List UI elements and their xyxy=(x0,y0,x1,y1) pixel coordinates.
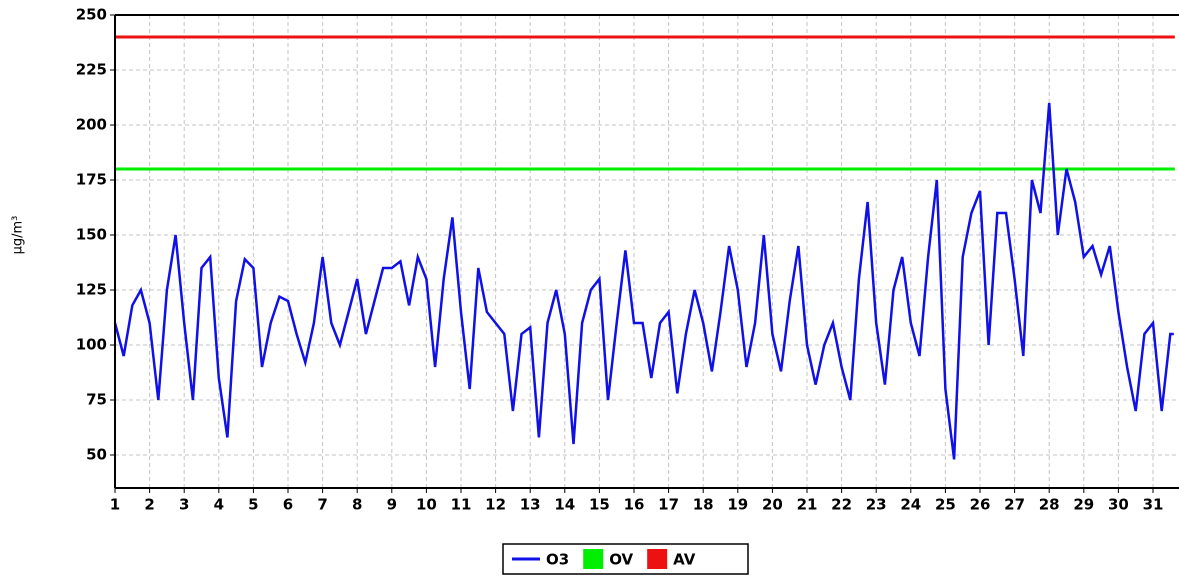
x-tick-label: 2 xyxy=(144,496,154,514)
x-tick-label: 20 xyxy=(762,496,783,514)
x-tick-label: 19 xyxy=(727,496,748,514)
y-tick-label: 75 xyxy=(86,391,107,409)
y-tick-label: 250 xyxy=(76,6,107,24)
legend-box xyxy=(502,543,749,575)
x-tick-label: 1 xyxy=(110,496,120,514)
y-tick-label: 225 xyxy=(76,61,107,79)
y-tick-label: 125 xyxy=(76,281,107,299)
x-tick-label: 14 xyxy=(554,496,575,514)
x-tick-label: 15 xyxy=(589,496,610,514)
y-tick-label: 100 xyxy=(76,336,107,354)
x-tick-label: 18 xyxy=(693,496,714,514)
x-tick-label: 6 xyxy=(283,496,293,514)
x-tick-label: 28 xyxy=(1039,496,1060,514)
x-tick-label: 7 xyxy=(317,496,327,514)
legend-label: O3 xyxy=(546,551,569,569)
x-tick-label: 8 xyxy=(352,496,362,514)
legend-symbol xyxy=(583,549,604,569)
x-tick-label: 31 xyxy=(1143,496,1164,514)
legend-label: OV xyxy=(609,551,633,569)
series-layer xyxy=(113,35,1175,460)
y-tick-label: 150 xyxy=(76,226,107,244)
x-tick-label: 24 xyxy=(900,496,921,514)
y-axis-label: µg/m³ xyxy=(11,216,26,255)
legend-label: AV xyxy=(673,551,696,569)
x-tick-label: 16 xyxy=(624,496,645,514)
x-tick-label: 5 xyxy=(248,496,258,514)
x-tick-label: 3 xyxy=(179,496,189,514)
x-tick-label: 21 xyxy=(797,496,818,514)
y-tick-label: 175 xyxy=(76,171,107,189)
x-tick-label: 27 xyxy=(1004,496,1025,514)
x-tick-label: 26 xyxy=(970,496,991,514)
x-tick-label: 12 xyxy=(485,496,506,514)
legend-symbol xyxy=(647,549,668,569)
x-tick-label: 13 xyxy=(520,496,541,514)
x-tick-label: 22 xyxy=(831,496,852,514)
plot-area xyxy=(115,15,1179,488)
x-tick-label: 30 xyxy=(1108,496,1129,514)
x-tick-label: 4 xyxy=(214,496,224,514)
legend: O3 OV AV xyxy=(512,549,696,569)
x-tick-label: 10 xyxy=(416,496,437,514)
y-tick-label: 200 xyxy=(76,116,107,134)
x-tick-label: 11 xyxy=(451,496,472,514)
x-tick-label: 29 xyxy=(1073,496,1094,514)
x-tick-label: 23 xyxy=(866,496,887,514)
y-tick-label: 50 xyxy=(86,446,107,464)
series-line xyxy=(113,102,1174,460)
x-tick-label: 25 xyxy=(935,496,956,514)
x-tick-label: 9 xyxy=(387,496,397,514)
x-tick-label: 17 xyxy=(658,496,679,514)
